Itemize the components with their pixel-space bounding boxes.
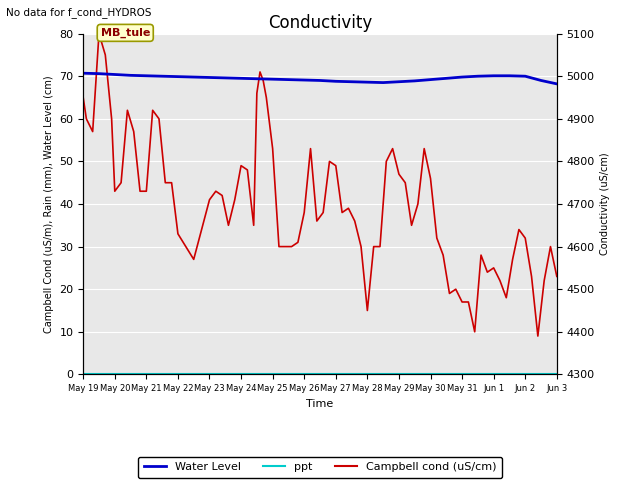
Title: Conductivity: Conductivity: [268, 14, 372, 32]
X-axis label: Time: Time: [307, 399, 333, 408]
Legend: Water Level, ppt, Campbell cond (uS/cm): Water Level, ppt, Campbell cond (uS/cm): [138, 457, 502, 478]
Text: MB_tule: MB_tule: [100, 28, 150, 38]
Text: No data for f_cond_HYDROS: No data for f_cond_HYDROS: [6, 7, 152, 18]
Y-axis label: Conductivity (uS/cm): Conductivity (uS/cm): [600, 153, 611, 255]
Y-axis label: Campbell Cond (uS/m), Rain (mm), Water Level (cm): Campbell Cond (uS/m), Rain (mm), Water L…: [44, 75, 54, 333]
